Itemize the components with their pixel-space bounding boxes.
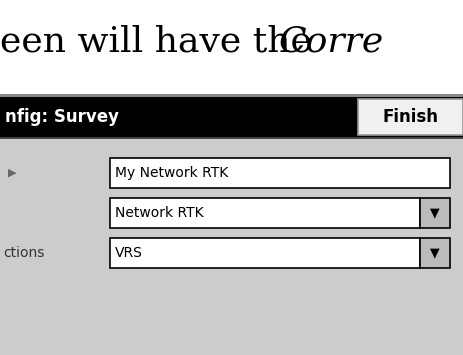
Bar xyxy=(0,97,463,137)
Bar xyxy=(420,238,450,268)
Text: ctions: ctions xyxy=(3,246,44,260)
Text: My Network RTK: My Network RTK xyxy=(115,166,228,180)
Bar xyxy=(110,198,420,228)
Bar xyxy=(0,94,463,97)
Text: een will have the: een will have the xyxy=(0,25,323,59)
Bar xyxy=(110,158,450,188)
Text: Corre: Corre xyxy=(279,25,384,59)
Text: VRS: VRS xyxy=(115,246,143,260)
Text: ▼: ▼ xyxy=(430,207,440,219)
Bar xyxy=(0,137,463,355)
Text: ▼: ▼ xyxy=(430,246,440,260)
Text: ▶: ▶ xyxy=(8,168,17,178)
Bar xyxy=(420,198,450,228)
Text: nfig: Survey: nfig: Survey xyxy=(5,108,119,126)
Bar xyxy=(0,137,463,139)
Bar xyxy=(110,238,420,268)
Bar xyxy=(0,0,463,95)
Text: Network RTK: Network RTK xyxy=(115,206,204,220)
Text: Finish: Finish xyxy=(382,108,438,126)
Bar xyxy=(358,99,463,135)
